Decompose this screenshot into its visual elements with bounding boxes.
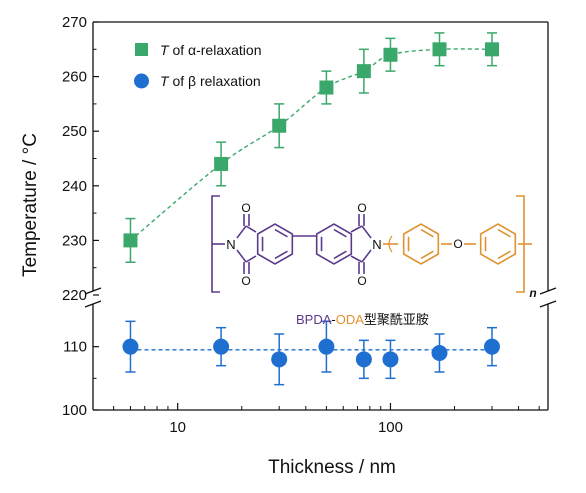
carbonyl-oxygen: O: [357, 201, 366, 215]
bond: [236, 249, 247, 263]
imide-nitrogen-left: N: [226, 237, 235, 252]
axis-break-mark: [84, 300, 102, 308]
fit-curves: [130, 48, 492, 351]
carbonyl-oxygen: O: [241, 274, 250, 288]
benzene-ring-4: [479, 223, 517, 265]
axis-break-mark: [539, 300, 557, 308]
ring-double-bond: [420, 250, 434, 260]
bond: [361, 225, 372, 239]
alpha-point: [432, 42, 447, 57]
ring-double-bond: [274, 250, 288, 260]
ring-double-bond: [420, 228, 434, 238]
bond: [245, 225, 257, 233]
ether-oxygen: O: [453, 237, 462, 251]
y-tick-label: 240: [62, 178, 87, 195]
x-axis-label: Thickness / nm: [268, 457, 396, 478]
data-marks: [122, 32, 500, 386]
bond: [350, 255, 363, 263]
y-tick-label: 220: [62, 287, 87, 304]
alpha-point: [272, 118, 287, 133]
bond: [350, 225, 363, 233]
repeat-subscript: n: [529, 286, 536, 300]
beta-point: [355, 351, 372, 368]
axis-break-mark: [539, 287, 557, 295]
carbonyl-oxygen: O: [241, 201, 250, 215]
legend: T of α-relaxation T of β relaxation: [134, 42, 261, 89]
alpha-fit-curve: [130, 48, 492, 241]
alpha-point: [356, 64, 371, 79]
carbonyl-oxygen: O: [357, 274, 366, 288]
y-axis-label: Temperature / °C: [20, 133, 41, 277]
benzene-ring-3: [402, 223, 440, 265]
bpda-oda-structure: n N O O O O N O: [211, 195, 537, 300]
beta-point: [213, 338, 230, 355]
ring-double-bond: [333, 250, 347, 260]
y-tick-label: 100: [62, 402, 87, 419]
polyimide-name: BPDA-ODA型聚酰亚胺: [296, 312, 429, 328]
rotation-arrow: [388, 235, 393, 253]
x-tick-label: 100: [378, 419, 403, 436]
beta-point: [122, 338, 139, 355]
benzene-ring-1: [256, 223, 294, 265]
y-tick-label: 110: [63, 339, 87, 356]
beta-point: [271, 351, 288, 368]
beta-point: [318, 338, 335, 355]
y-tick-label: 250: [62, 123, 87, 140]
y-tick-label: 260: [62, 69, 87, 86]
y-tick-label: 230: [62, 232, 87, 249]
ring-double-bond: [497, 228, 511, 238]
ring-double-bond: [274, 228, 288, 238]
y-tick-label: 270: [62, 14, 87, 31]
alpha-point: [383, 47, 398, 62]
bond: [236, 225, 247, 239]
beta-point: [483, 338, 500, 355]
alpha-point: [484, 42, 499, 57]
imide-nitrogen-right: N: [372, 237, 381, 252]
legend-alpha-label: T of α-relaxation: [160, 42, 261, 58]
beta-point: [431, 345, 448, 361]
axis-break-mark: [84, 287, 102, 295]
benzene-ring-2: [315, 223, 353, 265]
bond: [361, 249, 372, 263]
legend-beta-marker: [134, 73, 149, 89]
beta-point: [382, 351, 399, 368]
bond: [245, 255, 257, 263]
ring-double-bond: [497, 250, 511, 260]
alpha-point: [319, 80, 334, 95]
x-tick-label: 10: [169, 419, 186, 436]
alpha-point: [123, 233, 138, 248]
ring-double-bond: [333, 228, 347, 238]
axes: 220 230 240 250 260 270 100 110 10 100: [62, 14, 557, 436]
legend-alpha-marker: [135, 43, 148, 56]
legend-beta-label: T of β relaxation: [160, 73, 261, 89]
alpha-point: [214, 156, 229, 171]
